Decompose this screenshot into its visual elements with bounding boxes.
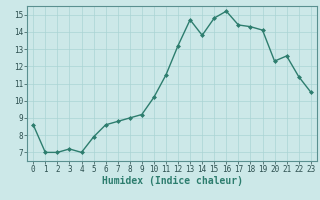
X-axis label: Humidex (Indice chaleur): Humidex (Indice chaleur) [101, 176, 243, 186]
